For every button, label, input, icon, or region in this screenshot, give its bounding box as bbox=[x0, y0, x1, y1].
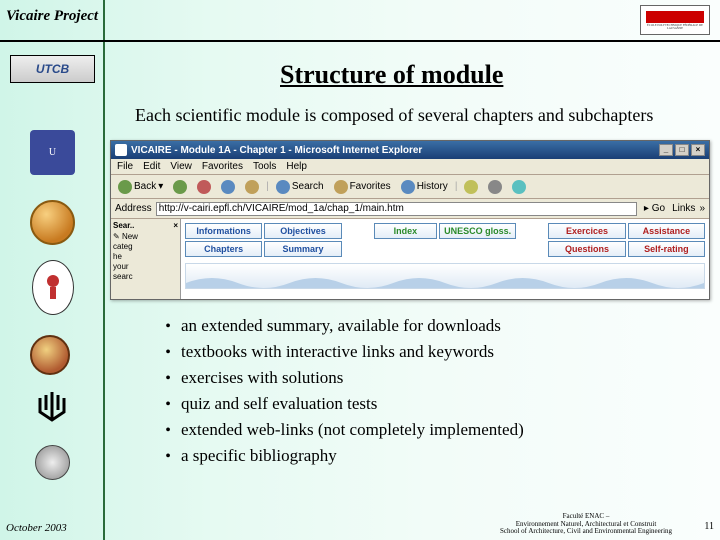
search-line: your bbox=[113, 262, 178, 271]
partner-icon-6 bbox=[35, 445, 70, 480]
browser-window-title: VICAIRE - Module 1A - Chapter 1 - Micros… bbox=[131, 145, 422, 156]
back-button[interactable]: Back ▾ bbox=[115, 179, 166, 195]
page-number: 11 bbox=[704, 521, 714, 532]
menu-help[interactable]: Help bbox=[286, 161, 307, 172]
search-new[interactable]: ✎ New bbox=[113, 232, 178, 241]
bullet-dot: • bbox=[155, 422, 181, 440]
bullet-dot: • bbox=[155, 370, 181, 388]
links-label[interactable]: Links bbox=[672, 203, 695, 214]
ie-icon bbox=[115, 144, 127, 156]
slide-subtitle: Each scientific module is composed of se… bbox=[135, 105, 653, 126]
search-line: searc bbox=[113, 272, 178, 281]
nav-tab[interactable]: Questions bbox=[548, 241, 625, 257]
bullet-text: exercises with solutions bbox=[181, 368, 695, 388]
partner-icon-2 bbox=[30, 200, 75, 245]
favorites-button[interactable]: Favorites bbox=[331, 179, 394, 195]
address-input[interactable] bbox=[156, 202, 637, 216]
browser-addressbar: Address ▸ Go Links » bbox=[111, 199, 709, 219]
nav-tab[interactable]: Objectives bbox=[264, 223, 341, 239]
slide-title: Structure of module bbox=[280, 60, 503, 90]
bullet-text: extended web-links (not completely imple… bbox=[181, 420, 695, 440]
browser-content: InformationsObjectives IndexUNESCO gloss.… bbox=[181, 219, 709, 299]
stop-button[interactable] bbox=[194, 179, 214, 195]
utcb-logo: UTCB bbox=[10, 55, 95, 83]
search-line: he bbox=[113, 252, 178, 261]
bullet-item: •quiz and self evaluation tests bbox=[155, 394, 695, 414]
browser-menubar: File Edit View Favorites Tools Help bbox=[111, 159, 709, 175]
browser-screenshot: VICAIRE - Module 1A - Chapter 1 - Micros… bbox=[110, 140, 710, 300]
search-button[interactable]: Search bbox=[273, 179, 327, 195]
bullet-item: •textbooks with interactive links and ke… bbox=[155, 342, 695, 362]
bullet-dot: • bbox=[155, 448, 181, 466]
home-button[interactable] bbox=[242, 179, 262, 195]
bullet-item: •an extended summary, available for down… bbox=[155, 316, 695, 336]
bullet-text: textbooks with interactive links and key… bbox=[181, 342, 695, 362]
close-pane-icon[interactable]: × bbox=[173, 221, 178, 230]
close-button[interactable]: × bbox=[691, 144, 705, 156]
menu-view[interactable]: View bbox=[170, 161, 192, 172]
browser-toolbar: Back ▾ | Search Favorites History | bbox=[111, 175, 709, 199]
refresh-button[interactable] bbox=[218, 179, 238, 195]
forward-button[interactable] bbox=[170, 179, 190, 195]
nav-tab[interactable]: Self-rating bbox=[628, 241, 705, 257]
partner-icon-5 bbox=[35, 390, 70, 430]
header-divider bbox=[0, 40, 720, 42]
go-button[interactable]: ▸ Go bbox=[641, 203, 668, 214]
maximize-button[interactable]: □ bbox=[675, 144, 689, 156]
nav-tab[interactable]: Assistance bbox=[628, 223, 705, 239]
bullet-list: •an extended summary, available for down… bbox=[155, 310, 695, 472]
menu-favorites[interactable]: Favorites bbox=[202, 161, 243, 172]
minimize-button[interactable]: _ bbox=[659, 144, 673, 156]
bullet-dot: • bbox=[155, 344, 181, 362]
content-banner bbox=[185, 263, 705, 289]
epfl-logo: ÉCOLE POLYTECHNIQUE FÉDÉRALE DE LAUSANNE bbox=[640, 5, 710, 35]
bullet-text: a specific bibliography bbox=[181, 446, 695, 466]
bullet-item: •exercises with solutions bbox=[155, 368, 695, 388]
partner-icon-1: U bbox=[30, 130, 75, 175]
nav-tab[interactable]: Exercices bbox=[548, 223, 625, 239]
bullet-dot: • bbox=[155, 396, 181, 414]
partner-icon-3 bbox=[32, 260, 74, 315]
history-button[interactable]: History bbox=[398, 179, 451, 195]
bullet-dot: • bbox=[155, 318, 181, 336]
project-title: Vicaire Project bbox=[6, 8, 98, 25]
nav-tab[interactable]: UNESCO gloss. bbox=[439, 223, 516, 239]
print-button[interactable] bbox=[485, 179, 505, 195]
nav-tab[interactable]: Index bbox=[374, 223, 437, 239]
nav-tab[interactable]: Chapters bbox=[185, 241, 262, 257]
menu-file[interactable]: File bbox=[117, 161, 133, 172]
nav-tab[interactable]: Summary bbox=[264, 241, 341, 257]
partner-icon-4 bbox=[30, 335, 70, 375]
nav-tab-row-1: InformationsObjectives IndexUNESCO gloss.… bbox=[185, 223, 705, 239]
menu-tools[interactable]: Tools bbox=[253, 161, 276, 172]
browser-titlebar: VICAIRE - Module 1A - Chapter 1 - Micros… bbox=[111, 141, 709, 159]
footer-date: October 2003 bbox=[6, 522, 67, 534]
bullet-text: quiz and self evaluation tests bbox=[181, 394, 695, 414]
menu-edit[interactable]: Edit bbox=[143, 161, 160, 172]
edit-button[interactable] bbox=[509, 179, 529, 195]
search-line: categ bbox=[113, 242, 178, 251]
bullet-text: an extended summary, available for downl… bbox=[181, 316, 695, 336]
bullet-item: •a specific bibliography bbox=[155, 446, 695, 466]
search-pane: Sear..× ✎ New categ he your searc bbox=[111, 219, 181, 299]
mail-button[interactable] bbox=[461, 179, 481, 195]
nav-tab[interactable]: Informations bbox=[185, 223, 262, 239]
bullet-item: •extended web-links (not completely impl… bbox=[155, 420, 695, 440]
address-label: Address bbox=[115, 203, 152, 214]
nav-tab-row-2: ChaptersSummary QuestionsSelf-rating bbox=[185, 241, 705, 257]
footer-affiliation: Faculté ENAC – Environnement Naturel, Ar… bbox=[476, 513, 696, 536]
